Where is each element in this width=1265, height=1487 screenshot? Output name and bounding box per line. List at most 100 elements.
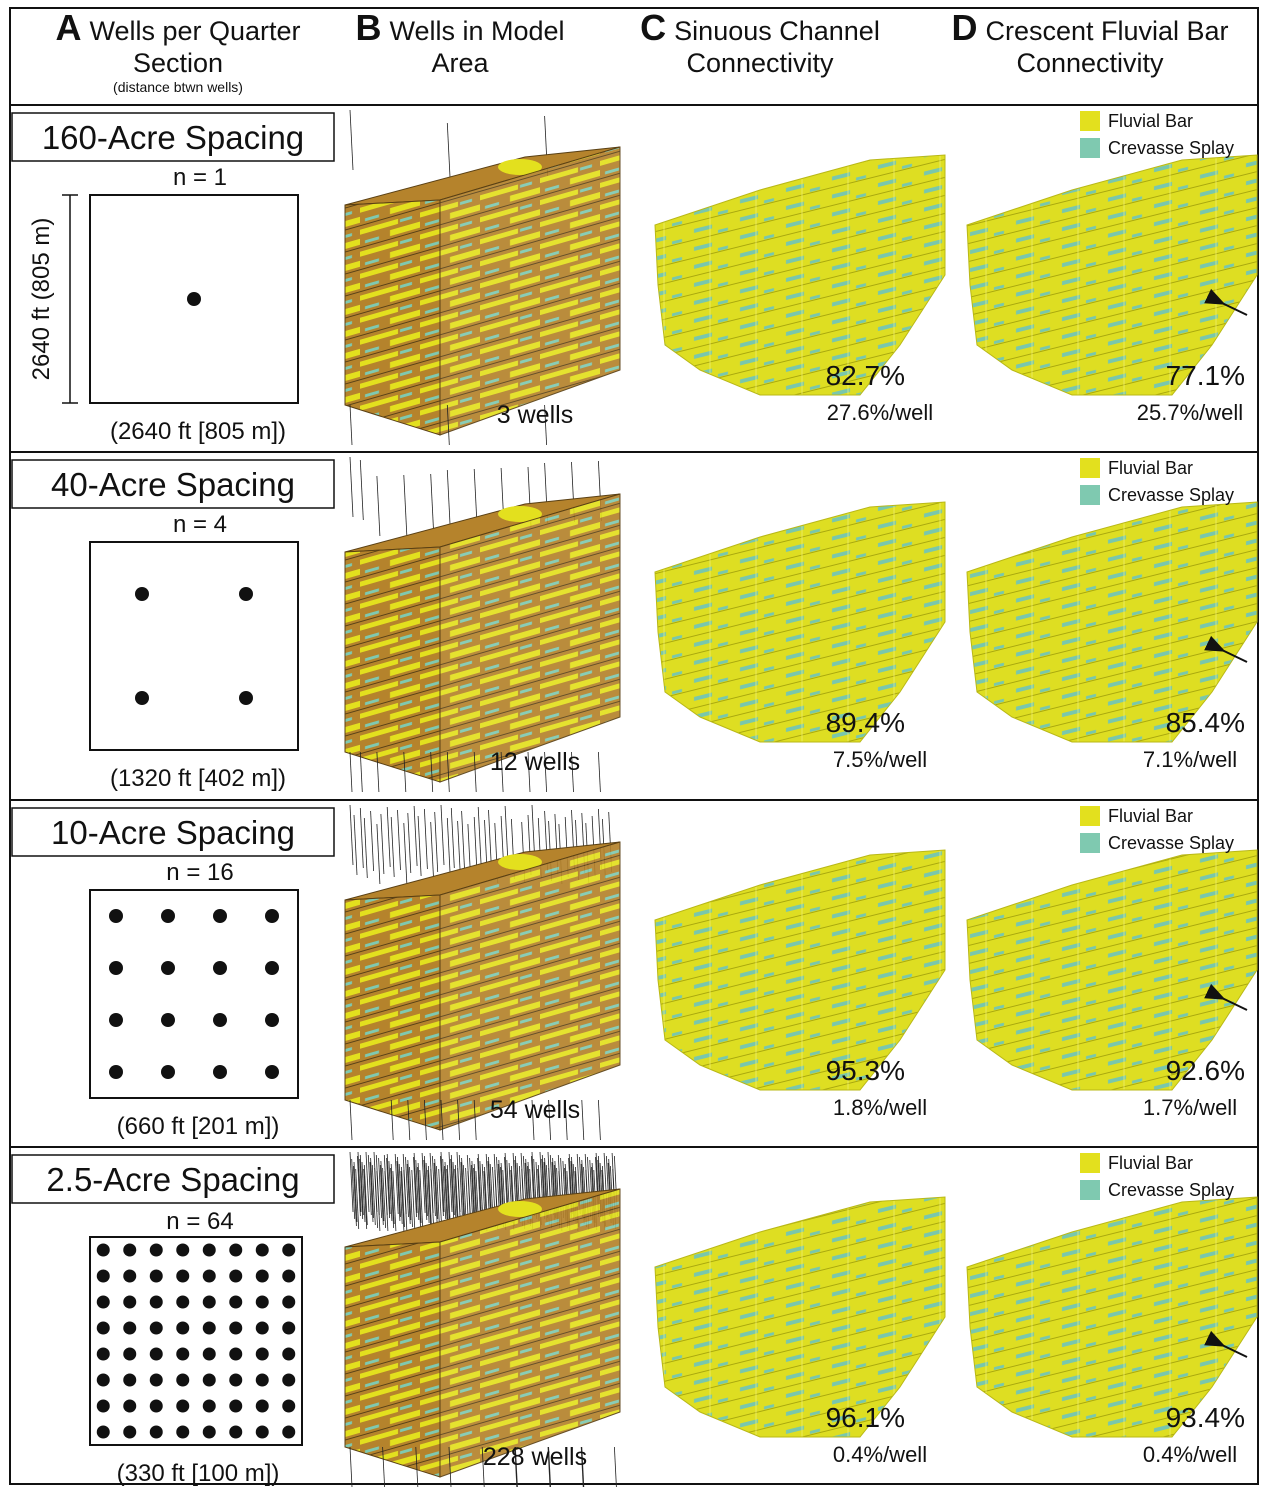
spacing-label: 10-Acre Spacing: [51, 814, 295, 851]
well-dot: [150, 1400, 163, 1413]
per-well-value: 0.4%/well: [833, 1442, 927, 1467]
per-well-value: 1.8%/well: [833, 1095, 927, 1120]
well-dot: [265, 961, 279, 975]
well-dot: [229, 1400, 242, 1413]
well-dot: [123, 1426, 136, 1439]
well-dot: [203, 1348, 216, 1361]
well-dot: [256, 1296, 269, 1309]
well-count-label: n = 1: [173, 164, 227, 191]
well-dot: [213, 961, 227, 975]
legend-swatch: [1080, 1180, 1100, 1200]
well-dot: [176, 1426, 189, 1439]
header-d: DCrescent Fluvial Bar Connectivity: [925, 12, 1255, 79]
well-dot: [161, 1065, 175, 1079]
well-line: [350, 805, 353, 865]
well-dot: [265, 1065, 279, 1079]
well-dot: [203, 1244, 216, 1257]
well-dot: [97, 1244, 110, 1257]
spacing-label: 2.5-Acre Spacing: [46, 1161, 299, 1198]
well-dot: [97, 1374, 110, 1387]
well-dot: [97, 1400, 110, 1413]
connectivity-value: 92.6%: [1166, 1055, 1245, 1086]
well-dot: [256, 1400, 269, 1413]
well-dot: [282, 1322, 295, 1335]
well-dot: [282, 1400, 295, 1413]
well-dot: [123, 1348, 136, 1361]
connectivity-value: 93.4%: [1166, 1402, 1245, 1433]
well-dot: [256, 1426, 269, 1439]
panel-title: Sinuous Channel Connectivity: [674, 16, 880, 78]
well-dot: [282, 1426, 295, 1439]
figure-canvas: 160-Acre Spacingn = 1(2640 ft [805 m])26…: [0, 0, 1265, 1487]
well-line: [381, 814, 384, 874]
well-dot: [239, 587, 253, 601]
per-well-value: 27.6%/well: [827, 400, 933, 425]
quarter-section: [90, 890, 298, 1098]
well-line: [431, 474, 434, 534]
distance-label: (330 ft [100 m]): [117, 1460, 280, 1487]
well-dot: [213, 909, 227, 923]
well-dot: [109, 1065, 123, 1079]
well-dot: [203, 1270, 216, 1283]
well-dot: [123, 1270, 136, 1283]
dimension-label: 2640 ft (805 m): [28, 218, 55, 381]
spacing-label: 40-Acre Spacing: [51, 466, 295, 503]
well-line-lower: [350, 752, 352, 792]
well-dot: [123, 1322, 136, 1335]
per-well-value: 0.4%/well: [1143, 1442, 1237, 1467]
well-line: [350, 457, 353, 517]
wells-label: 12 wells: [490, 748, 580, 776]
quarter-section: [90, 1237, 302, 1445]
well-dot: [256, 1244, 269, 1257]
well-line: [418, 816, 421, 876]
legend-swatch: [1080, 138, 1100, 158]
figure: 160-Acre Spacingn = 1(2640 ft [805 m])26…: [0, 0, 1265, 1487]
legend-swatch: [1080, 485, 1100, 505]
well-dot: [150, 1244, 163, 1257]
panel-title: Crescent Fluvial Bar Connectivity: [985, 16, 1228, 78]
well-dot: [256, 1348, 269, 1361]
legend-swatch: [1080, 806, 1100, 826]
connectivity-value: 77.1%: [1166, 360, 1245, 391]
legend-label: Fluvial Bar: [1108, 806, 1193, 826]
panel-letter: D: [951, 7, 977, 48]
well-line: [377, 476, 380, 536]
panel-title: Wells in Model Area: [389, 16, 564, 78]
well-dot: [203, 1374, 216, 1387]
connectivity-body: [655, 155, 945, 395]
well-dot: [150, 1426, 163, 1439]
panel-title: Wells per Quarter Section: [89, 16, 300, 78]
well-line: [441, 805, 444, 865]
well-dot: [256, 1322, 269, 1335]
well-line: [377, 824, 380, 884]
well-dot: [256, 1374, 269, 1387]
well-dot: [97, 1296, 110, 1309]
connectivity-body: [655, 850, 945, 1090]
well-dot: [229, 1244, 242, 1257]
well-line: [350, 110, 353, 170]
legend-swatch: [1080, 111, 1100, 131]
well-line: [408, 813, 411, 873]
well-line-lower: [582, 1100, 584, 1140]
legend-swatch: [1080, 458, 1100, 478]
per-well-value: 7.5%/well: [833, 747, 927, 772]
wells-label: 3 wells: [497, 401, 573, 429]
well-line: [424, 809, 427, 869]
well-dot: [161, 961, 175, 975]
connectivity-body: [967, 1197, 1257, 1437]
panel-letter: C: [640, 7, 666, 48]
well-line: [364, 818, 367, 878]
well-dot: [229, 1270, 242, 1283]
well-dot: [150, 1296, 163, 1309]
well-dot: [150, 1270, 163, 1283]
well-dot: [265, 909, 279, 923]
header-b: BWells in Model Area: [330, 12, 590, 79]
connectivity-value: 82.7%: [826, 360, 905, 391]
well-dot: [123, 1400, 136, 1413]
well-line: [387, 807, 390, 867]
well-dot: [187, 292, 201, 306]
well-line: [398, 810, 401, 870]
well-dot: [176, 1374, 189, 1387]
header-a: AWells per Quarter Section(distance btwn…: [18, 12, 338, 95]
well-dot: [203, 1296, 216, 1309]
